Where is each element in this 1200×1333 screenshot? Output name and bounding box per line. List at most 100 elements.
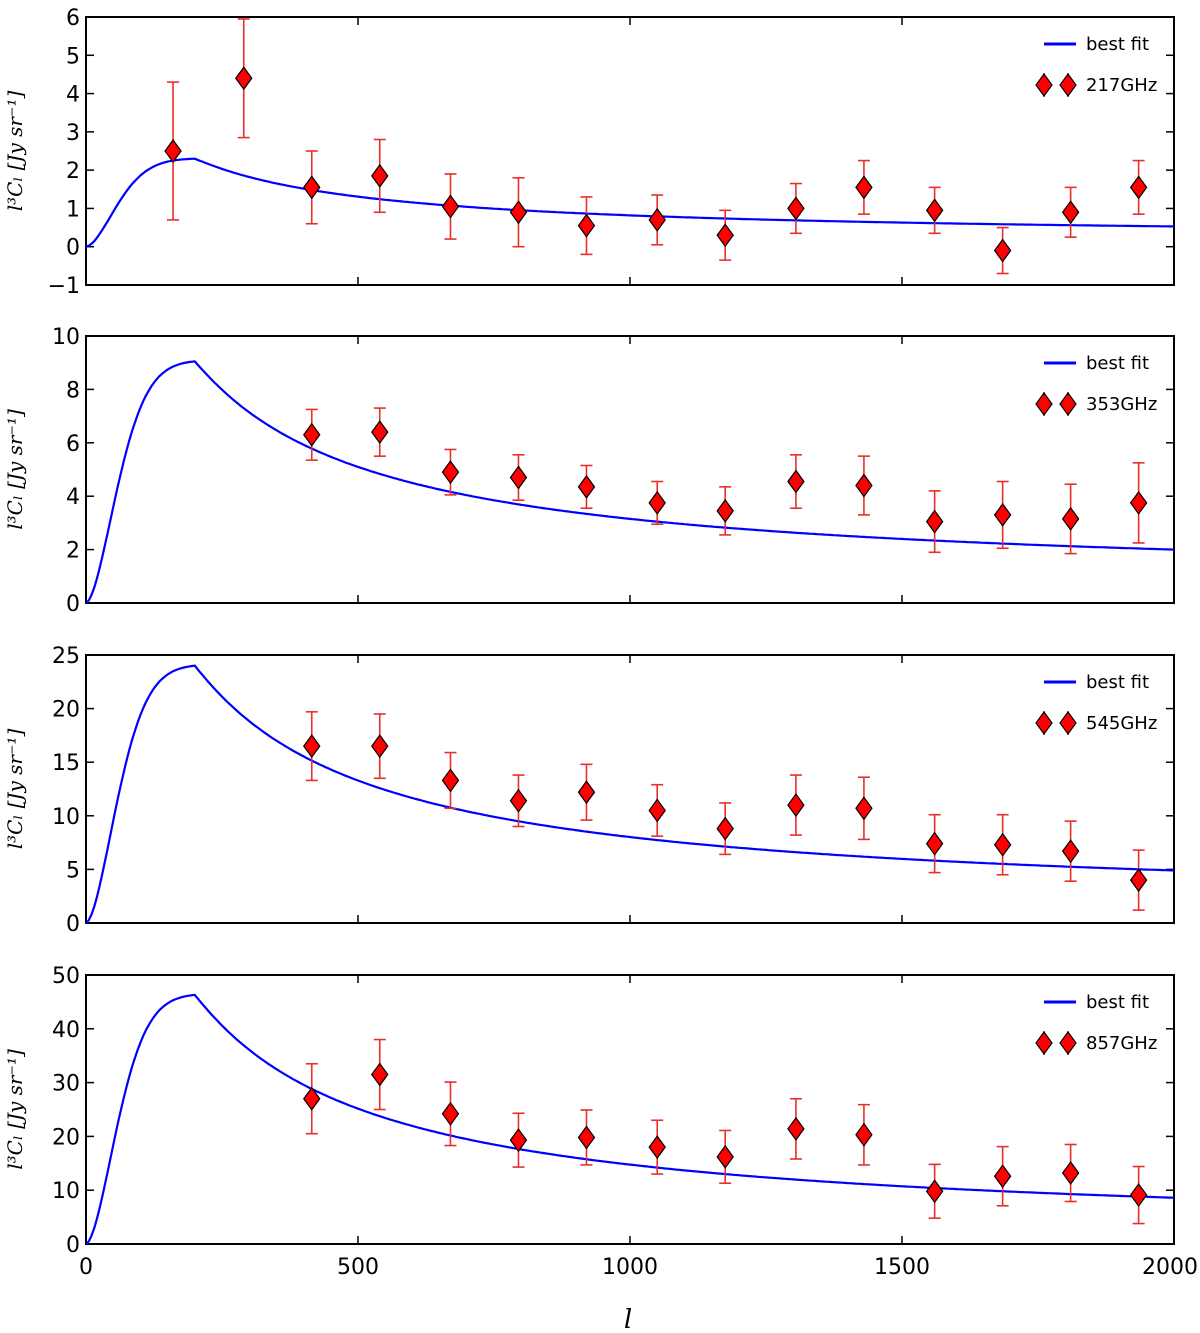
- best-fit-curve: [85, 664, 1175, 924]
- data-point: [577, 196, 596, 256]
- diamond-marker: [787, 793, 805, 818]
- legend: best fit 217GHz: [1035, 34, 1157, 98]
- data-point: [371, 713, 389, 780]
- data-point: [993, 813, 1012, 876]
- y-tick-label: 30: [52, 1072, 80, 1097]
- diamond-marker: [648, 1135, 666, 1160]
- plot-frame: [85, 335, 1175, 604]
- diamond-marker: [371, 163, 389, 188]
- y-axis-label: l³Cₗ [Jy sr⁻¹]: [3, 1049, 27, 1170]
- x-tick-label: 2000: [1142, 1255, 1198, 1280]
- y-tick-label: 40: [52, 1018, 80, 1043]
- data-point: [648, 194, 666, 246]
- diamond-marker: [235, 66, 253, 91]
- legend-data-marker: [1035, 72, 1053, 98]
- y-tick-label: 15: [52, 751, 80, 776]
- x-tick-label: 0: [79, 1255, 93, 1280]
- panels-root: −1 0 1 2 3 4 5 6 l³Cₗ [Jy sr⁻¹] best fit 217GHz 0 2 4…: [3, 6, 1198, 1280]
- y-tick-label: 10: [52, 325, 80, 350]
- data-point: [303, 150, 321, 225]
- diamond-marker: [648, 207, 666, 232]
- diamond-marker: [1129, 868, 1148, 893]
- data-point: [716, 1129, 734, 1185]
- legend-data-marker: [1059, 710, 1077, 736]
- data-point: [509, 1112, 528, 1168]
- legend-data-marker: [1035, 1030, 1053, 1056]
- legend-data-label: 217GHz: [1086, 75, 1157, 96]
- legend: best fit 857GHz: [1035, 992, 1157, 1056]
- legend-data-marker: [1059, 391, 1077, 417]
- diamond-marker: [993, 238, 1012, 263]
- legend-data-marker: [1059, 72, 1077, 98]
- diamond-marker: [441, 460, 460, 485]
- best-fit-curve: [85, 157, 1174, 248]
- y-tick-label: 10: [52, 805, 80, 830]
- diamond-marker: [925, 509, 944, 534]
- diamond-marker: [371, 420, 389, 445]
- x-tick-label: 1000: [602, 1255, 658, 1280]
- diamond-marker: [993, 502, 1012, 527]
- y-tick-label: 0: [66, 236, 80, 261]
- diamond-marker: [787, 1116, 805, 1141]
- plot-frame: [85, 974, 1175, 1245]
- data-point: [1129, 159, 1148, 215]
- data-point: [1061, 820, 1080, 882]
- diamond-marker: [303, 422, 321, 447]
- data-point: [716, 486, 734, 536]
- y-tick-label: 2: [66, 159, 80, 184]
- data-point: [371, 138, 389, 214]
- diamond-marker: [925, 1179, 944, 1204]
- diamond-marker: [855, 796, 873, 821]
- diamond-marker: [925, 198, 944, 223]
- data-point: [577, 763, 596, 821]
- legend-fit-label: best fit: [1086, 992, 1149, 1013]
- x-axis-label: l: [624, 1305, 632, 1333]
- diamond-marker: [1061, 1160, 1080, 1186]
- data-point: [855, 455, 873, 516]
- diamond-marker: [925, 831, 944, 856]
- legend-data-marker: [1035, 710, 1053, 736]
- y-axis-label: l³Cₗ [Jy sr⁻¹]: [3, 91, 27, 212]
- data-point: [1129, 462, 1148, 544]
- legend-data-label: 857GHz: [1086, 1033, 1157, 1054]
- diamond-marker: [716, 223, 734, 248]
- legend-data-label: 353GHz: [1086, 394, 1157, 415]
- data-point: [716, 802, 734, 856]
- diamond-marker: [509, 465, 528, 490]
- diamond-marker: [1129, 1183, 1148, 1208]
- data-point: [716, 209, 734, 261]
- y-tick-label: 4: [66, 485, 80, 510]
- y-tick-label: −1: [48, 274, 80, 299]
- data-point: [855, 776, 873, 841]
- y-tick-label: 10: [52, 1179, 80, 1204]
- data-point: [371, 1038, 389, 1111]
- diamond-marker: [577, 780, 596, 805]
- data-point: [855, 1103, 873, 1166]
- y-tick-label: 5: [66, 44, 80, 69]
- diamond-marker: [1061, 839, 1080, 864]
- data-point: [303, 711, 321, 782]
- data-point: [577, 1109, 596, 1166]
- diamond-marker: [1129, 175, 1148, 200]
- data-point: [509, 454, 528, 502]
- diamond-marker: [993, 832, 1012, 857]
- data-point: [993, 226, 1012, 275]
- diamond-marker: [648, 490, 666, 515]
- diamond-marker: [303, 734, 321, 759]
- plot-frame: [85, 654, 1175, 924]
- data-point: [787, 1097, 805, 1160]
- y-axis-label: l³Cₗ [Jy sr⁻¹]: [3, 729, 27, 850]
- data-point: [303, 1062, 321, 1135]
- best-fit-curve: [85, 993, 1175, 1245]
- diamond-marker: [1129, 490, 1148, 515]
- diamond-marker: [441, 194, 460, 219]
- data-point: [441, 448, 460, 496]
- diamond-marker: [577, 213, 596, 238]
- data-point: [164, 81, 182, 221]
- panel-857: 0 10 20 30 40 50 l³Cₗ [Jy sr⁻¹] best fit 857GHz 0…: [3, 964, 1198, 1280]
- diamond-marker: [648, 798, 666, 823]
- data-point: [993, 1145, 1012, 1207]
- legend-data-label: 545GHz: [1086, 713, 1157, 734]
- diamond-marker: [716, 498, 734, 523]
- diamond-marker: [303, 175, 321, 200]
